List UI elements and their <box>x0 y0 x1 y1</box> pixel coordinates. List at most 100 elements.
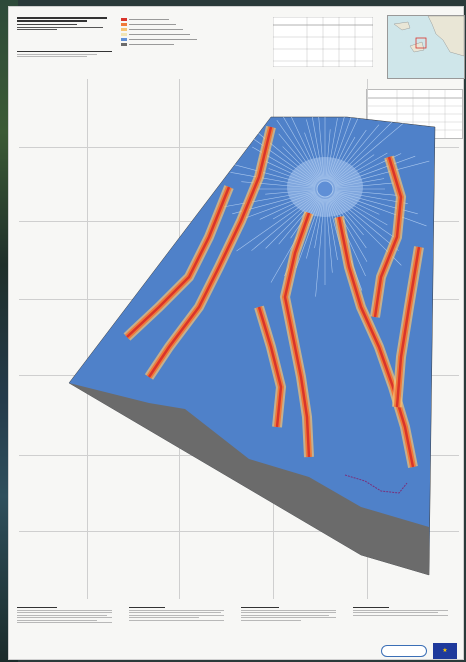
radial-drainage-line <box>329 197 368 262</box>
radial-drainage-line <box>220 160 316 187</box>
radial-drainage-line <box>314 198 324 249</box>
radial-drainage-line <box>316 117 325 180</box>
map-subtitle-block <box>17 49 117 59</box>
radial-drainage-line <box>330 197 367 249</box>
footer-heading <box>241 606 279 608</box>
radial-drainage-line <box>251 195 318 251</box>
footer-column <box>353 605 453 662</box>
radial-drainage-line <box>295 198 322 269</box>
radial-drainage-line <box>334 178 385 188</box>
subtitle-line <box>17 53 97 55</box>
radial-drainage-line <box>276 120 320 181</box>
radial-drainage-line <box>328 117 371 181</box>
legend-row <box>121 22 271 26</box>
radial-drainage-line <box>329 136 356 181</box>
title-line <box>17 16 107 19</box>
summit-crater <box>316 180 334 198</box>
grid-line-vertical <box>87 79 88 599</box>
footer-text-line <box>129 614 224 616</box>
radial-drainage-line <box>333 194 394 238</box>
radial-drainage-line <box>327 117 348 180</box>
radial-drainage-line <box>333 193 388 226</box>
hazard-verylow-icon <box>121 32 127 36</box>
radial-drainage-line <box>259 158 317 186</box>
sea-icon <box>121 42 127 46</box>
title-line <box>17 23 77 25</box>
radial-drainage-line <box>326 198 338 260</box>
hazard-overlay <box>123 117 430 468</box>
legend-text-line <box>129 18 169 20</box>
radial-drainage-line <box>334 192 427 227</box>
legend-text-line <box>129 23 176 25</box>
map-sheet: ★ <box>8 6 465 662</box>
radial-drainage-line <box>326 118 338 180</box>
hazard-high-channel <box>373 156 403 318</box>
radial-drainage-line <box>306 119 323 180</box>
copernicus-logo <box>381 645 427 657</box>
legend-text-line <box>129 38 197 40</box>
footer-text-line <box>129 619 224 621</box>
legend-row <box>121 42 271 46</box>
radial-drainage-line <box>334 160 430 187</box>
legend-row <box>121 32 271 36</box>
footer-text-line <box>17 609 112 611</box>
radial-drainage-line <box>334 155 416 186</box>
footer-text-line <box>241 619 301 621</box>
radial-drainage-line <box>330 129 367 181</box>
eu-flag-icon: ★ <box>433 643 457 659</box>
footer-heading <box>353 606 389 608</box>
hazard-table <box>272 16 374 68</box>
radial-drainage-line <box>334 189 397 196</box>
radial-drainage-line <box>332 195 399 251</box>
radial-drainage-line <box>259 192 317 220</box>
footer-text-line <box>17 612 112 613</box>
location-inset-map <box>387 15 465 79</box>
radial-drainage-line <box>331 120 394 183</box>
coastline-track <box>344 474 408 494</box>
subtitle-line <box>17 56 87 57</box>
hazard-high-channel <box>337 216 415 468</box>
footer-text-line <box>129 612 221 613</box>
radial-drainage-line <box>334 182 397 189</box>
map-footer: ★ <box>17 605 461 662</box>
footer-text-line <box>17 622 112 623</box>
radial-drainage-line <box>325 129 331 180</box>
radial-drainage-line <box>246 133 317 184</box>
subtitle-line <box>17 29 57 30</box>
radial-drainage-line <box>265 195 319 249</box>
hazard-high-channel <box>395 246 421 408</box>
hazard-map-frame <box>68 116 436 576</box>
radial-drainage-line <box>268 168 316 186</box>
radial-drainage-line <box>272 193 317 220</box>
radial-drainage-line <box>333 154 375 184</box>
hazard-high-channel <box>283 212 311 458</box>
radial-drainage-line <box>333 192 380 215</box>
footer-text-line <box>241 614 329 616</box>
footer-column <box>17 605 117 662</box>
subtitle-line <box>17 26 103 28</box>
radial-drainage-line <box>304 132 322 180</box>
map-legend <box>121 17 271 77</box>
legend-text-line <box>129 28 183 30</box>
hazard-high-channel <box>257 306 283 428</box>
hazard-high-channel <box>126 186 231 338</box>
radial-drainage-line <box>332 119 408 183</box>
legend-text-line <box>129 33 190 35</box>
footer-text-line <box>17 614 107 616</box>
footer-text-line <box>353 612 438 613</box>
radial-drainage-line <box>278 133 319 182</box>
footer-text-line <box>129 617 199 618</box>
footer-text-line <box>241 617 336 618</box>
grid-line-horizontal <box>19 531 459 532</box>
radial-drainage-line <box>245 192 316 219</box>
radial-drainage-line <box>306 198 323 259</box>
footer-text-line <box>353 609 448 611</box>
radial-drainage-line <box>331 124 380 182</box>
hazard-low-icon <box>121 27 127 31</box>
hazard-high-channel <box>147 126 273 378</box>
radial-drainage-line <box>276 117 321 181</box>
footer-text-line <box>353 614 448 616</box>
radial-drainage-line <box>278 196 319 245</box>
area-icon <box>121 37 127 41</box>
